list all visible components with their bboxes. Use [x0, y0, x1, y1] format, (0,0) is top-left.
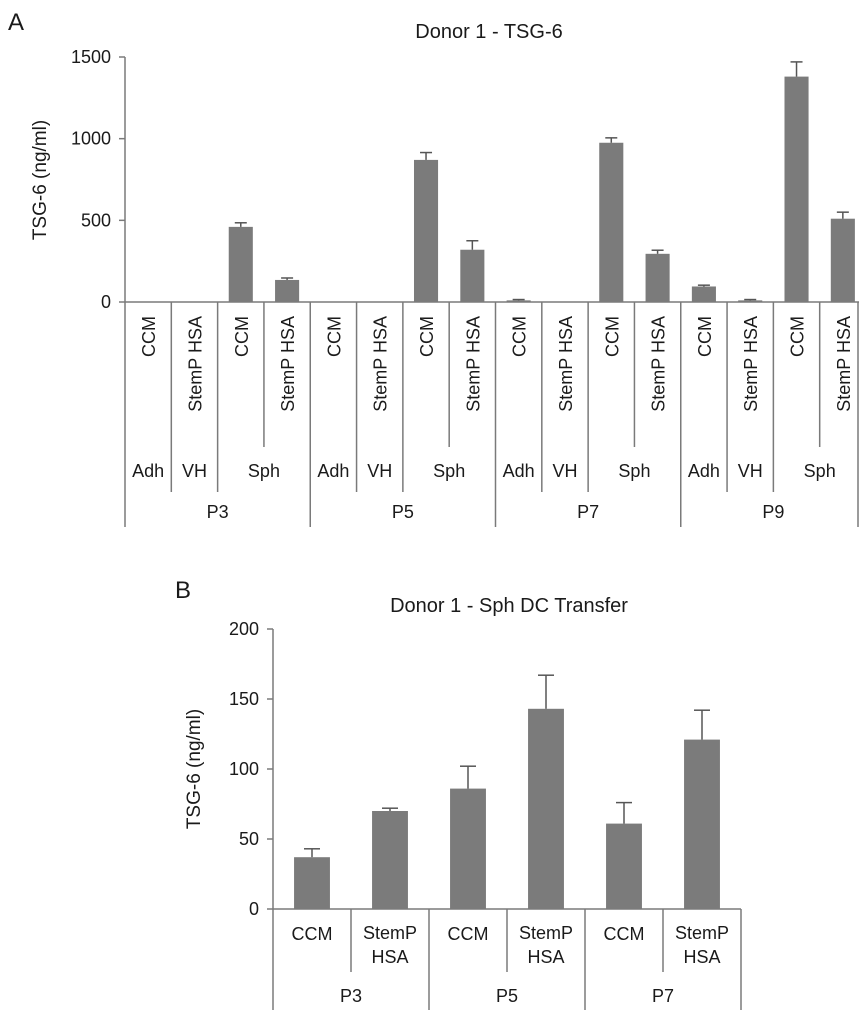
chart-b-category-label: StemP HSA: [519, 923, 573, 967]
chart-b-group-label: P3: [340, 986, 362, 1006]
chart-b-category-label: CCM: [448, 924, 489, 944]
chart-a-group-label: P5: [392, 502, 414, 522]
chart-a-bar: [413, 159, 439, 302]
chart-a-subgroup-label: Adh: [132, 461, 164, 481]
chart-a-category-label: CCM: [602, 316, 622, 357]
chart-a-group-label: P7: [577, 502, 599, 522]
chart-b-bar: [450, 788, 486, 909]
chart-a-category-label: CCM: [139, 316, 159, 357]
chart-a-bar: [599, 142, 624, 302]
chart-b-category-label: CCM: [604, 924, 645, 944]
chart-b-plot: 0 50 100 150 200 CCM StemP HSA CCM StemP HSA CCM Ste…: [229, 619, 742, 1010]
chart-b-y-tick-label: 0: [249, 899, 259, 919]
chart-a-group-label: P3: [207, 502, 229, 522]
chart-a-bar: [275, 279, 300, 302]
chart-a-y-tick-label: 500: [81, 210, 111, 230]
chart-a-bar: [228, 226, 253, 302]
chart-b-y-tick-label: 100: [229, 759, 259, 779]
chart-b-bar: [684, 739, 720, 909]
chart-b-y-tick-label: 150: [229, 689, 259, 709]
chart-a-subgroup-label: VH: [552, 461, 577, 481]
chart-a-bar: [738, 300, 763, 302]
chart-b-category-label: StemP HSA: [675, 923, 729, 967]
chart-a-y-tick-label: 1000: [71, 129, 111, 149]
chart-a-category-label: CCM: [695, 316, 715, 357]
chart-a-category-label: CCM: [510, 316, 530, 357]
chart-a-category-label: StemP HSA: [649, 316, 669, 412]
chart-b-bar: [528, 708, 564, 909]
chart-a-category-label: StemP HSA: [741, 316, 761, 412]
chart-a-category-label: StemP HSA: [371, 316, 391, 412]
chart-a-category-label: StemP HSA: [185, 316, 205, 412]
chart-a-subgroup-label: VH: [182, 461, 207, 481]
chart-a-subgroup-label: Sph: [804, 461, 836, 481]
chart-b-group-label: P5: [496, 986, 518, 1006]
chart-a-category-label: CCM: [324, 316, 344, 357]
chart-b-bar: [606, 823, 642, 909]
chart-a-group-label: P9: [762, 502, 784, 522]
chart-a-plot: 0 500 1000 1500 CCM StemP HSA CCM StemP HSA CCM S…: [71, 47, 859, 527]
panel-b-letter: B: [175, 577, 191, 604]
chart-a-category-label: StemP HSA: [834, 316, 854, 412]
chart-b-y-tick-label: 50: [239, 829, 259, 849]
chart-a-bar: [645, 253, 670, 302]
chart-a-subgroup-label: Adh: [317, 461, 349, 481]
chart-b-y-tick-label: 200: [229, 619, 259, 639]
chart-a-bar: [784, 76, 809, 302]
chart-a-category-label: StemP HSA: [463, 316, 483, 412]
chart-a-bar: [830, 218, 855, 302]
chart-b-title: Donor 1 - Sph DC Transfer: [390, 595, 628, 617]
chart-b-category-label: StemP HSA: [363, 923, 417, 967]
chart-a-bar: [460, 249, 485, 302]
chart-a-category-label: StemP HSA: [556, 316, 576, 412]
chart-a-category-label: StemP HSA: [278, 316, 298, 412]
chart-a-category-label: CCM: [417, 316, 437, 357]
chart-b-category-label: CCM: [292, 924, 333, 944]
chart-a-title: Donor 1 - TSG-6: [415, 21, 562, 43]
chart-a-y-axis-label: TSG-6 (ng/ml): [30, 120, 51, 240]
chart-a-category-label: CCM: [232, 316, 252, 357]
chart-a-subgroup-label: VH: [367, 461, 392, 481]
chart-a-bar: [506, 300, 531, 302]
chart-b-bar: [294, 857, 330, 909]
chart-b-y-axis-label: TSG-6 (ng/ml): [184, 709, 205, 829]
panel-a-letter: A: [8, 9, 24, 36]
chart-a-subgroup-label: Adh: [503, 461, 535, 481]
chart-a-bar: [691, 286, 716, 302]
chart-a-subgroup-label: Adh: [688, 461, 720, 481]
chart-a-category-label: CCM: [788, 316, 808, 357]
chart-a-subgroup-label: Sph: [618, 461, 650, 481]
chart-a-subgroup-label: VH: [738, 461, 763, 481]
chart-a-y-tick-label: 1500: [71, 47, 111, 67]
chart-a-subgroup-label: Sph: [433, 461, 465, 481]
chart-b-bar: [372, 811, 408, 909]
chart-a-y-tick-label: 0: [101, 292, 111, 312]
chart-a-subgroup-label: Sph: [248, 461, 280, 481]
chart-b-group-label: P7: [652, 986, 674, 1006]
